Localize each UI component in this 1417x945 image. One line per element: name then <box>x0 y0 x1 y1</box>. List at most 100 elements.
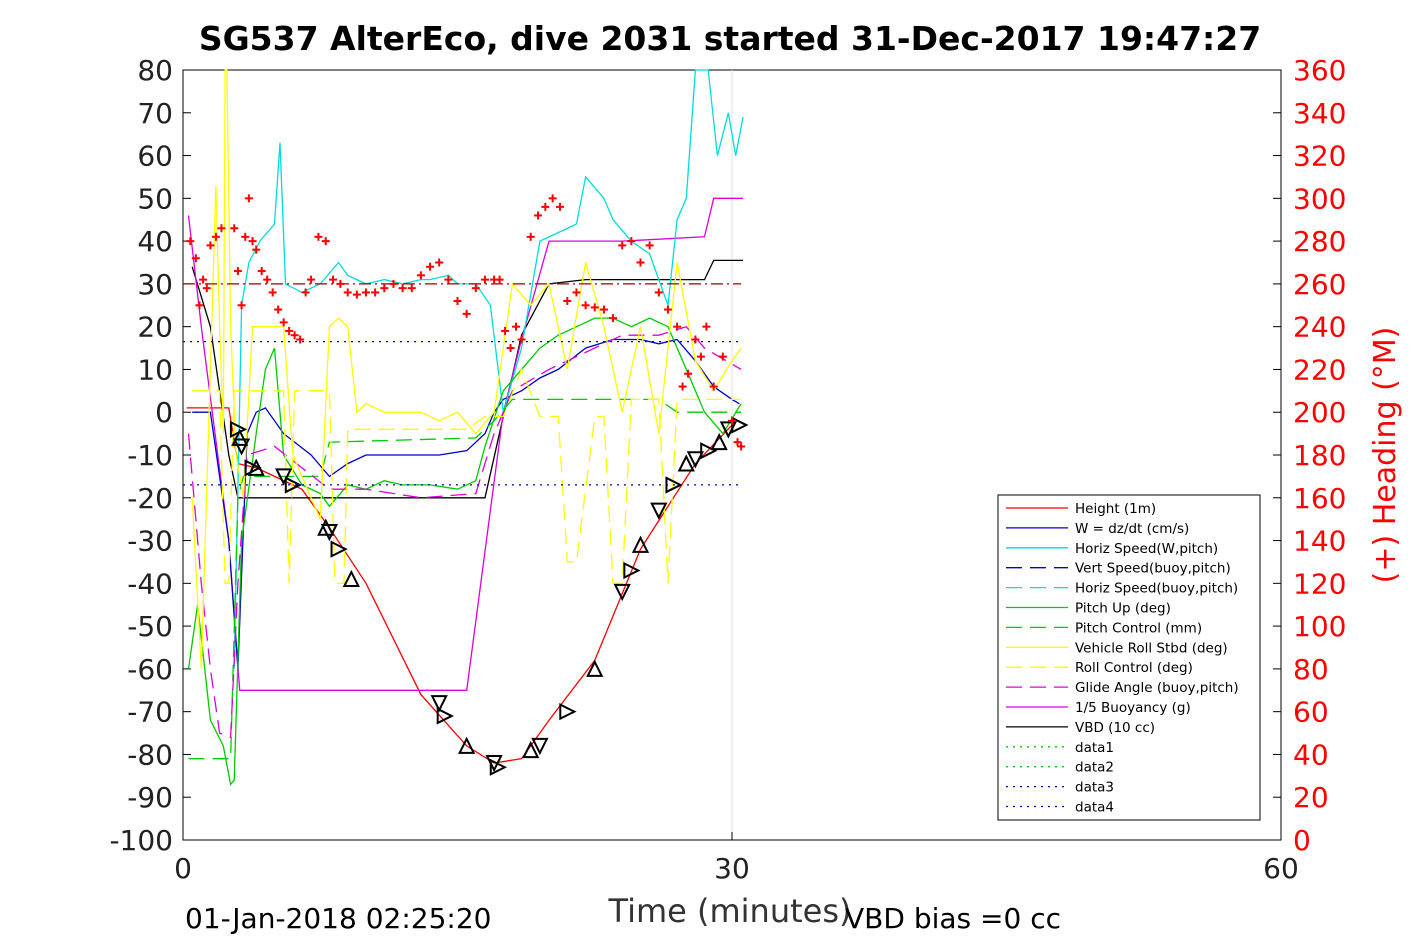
legend-label: VBD (10 cc) <box>1075 720 1155 736</box>
right-tick-label: 360 <box>1293 54 1346 87</box>
heading-marker <box>336 279 345 288</box>
depth-marker <box>244 459 262 477</box>
heading-marker <box>517 335 526 344</box>
heading-marker <box>285 326 294 335</box>
x-tick-label: 60 <box>1263 852 1299 885</box>
x-tick-label: 30 <box>714 852 750 885</box>
heading-marker <box>290 331 299 340</box>
depth-marker <box>284 476 303 494</box>
legend-label: Glide Angle (buoy,pitch) <box>1075 680 1239 696</box>
series-pitch-control-mm <box>188 398 742 760</box>
heading-marker <box>709 382 718 391</box>
heading-marker <box>548 194 557 203</box>
depth-marker <box>330 540 348 558</box>
right-axis-label: (+) Heading (°M) <box>1368 327 1403 584</box>
heading-marker <box>684 369 693 378</box>
series-w-dz-dt-cm-s <box>192 338 740 669</box>
heading-marker <box>217 224 226 233</box>
depth-marker <box>458 736 476 754</box>
depth-marker <box>275 468 293 486</box>
heading-marker <box>718 352 727 361</box>
left-tick-label: 30 <box>137 268 173 301</box>
series-vehicle-roll-stbd-deg <box>191 69 742 669</box>
heading-marker <box>627 237 636 246</box>
legend-label: 1/5 Buoyancy (g) <box>1075 700 1191 716</box>
right-tick-label: 260 <box>1293 268 1346 301</box>
series-glide-angle-buoy-pitch <box>187 325 742 739</box>
depth-marker <box>247 458 265 476</box>
heading-marker <box>252 245 261 254</box>
heading-marker <box>673 322 682 331</box>
heading-marker <box>426 262 435 271</box>
heading-marker <box>186 237 195 246</box>
legend-label: data4 <box>1075 800 1114 816</box>
heading-marker <box>211 232 220 241</box>
heading-marker <box>329 275 338 284</box>
heading-marker <box>362 288 370 297</box>
left-tick-label: -50 <box>127 610 173 643</box>
x-tick-label: 0 <box>174 852 192 885</box>
depth-marker <box>342 569 360 588</box>
heading-marker <box>618 241 627 250</box>
left-tick-label: 10 <box>137 353 173 386</box>
heading-marker <box>512 322 521 331</box>
heading-marker <box>691 335 700 344</box>
left-tick-label: 40 <box>137 225 173 258</box>
left-tick-label: -30 <box>127 525 173 558</box>
right-tick-label: 0 <box>1293 824 1311 857</box>
right-tick-label: 120 <box>1293 567 1346 600</box>
heading-marker <box>702 322 711 331</box>
heading-marker <box>416 271 425 280</box>
right-tick-label: 60 <box>1293 696 1329 729</box>
heading-markers-layer <box>186 194 746 451</box>
left-tick-label: -10 <box>127 439 173 472</box>
heading-marker <box>237 301 246 310</box>
heading-marker <box>398 284 407 293</box>
right-tick-label: 160 <box>1293 482 1346 515</box>
legend-label: data3 <box>1075 780 1114 796</box>
depth-marker <box>613 583 631 602</box>
x-axis: 0 30 60 <box>174 832 1299 885</box>
heading-marker <box>435 258 444 267</box>
heading-marker <box>248 237 257 246</box>
heading-marker <box>307 275 316 284</box>
heading-marker <box>321 237 330 246</box>
left-tick-label: -20 <box>127 482 173 515</box>
legend-label: Pitch Control (mm) <box>1075 620 1202 636</box>
heading-marker <box>590 303 599 312</box>
chart-title: SG537 AlterEco, dive 2031 started 31-Dec… <box>199 19 1261 58</box>
left-tick-label: -80 <box>127 738 173 771</box>
heading-marker <box>206 241 215 250</box>
heading-marker <box>407 284 416 293</box>
heading-marker <box>737 442 746 451</box>
left-tick-label: -90 <box>127 781 173 814</box>
legend: Height (1m) W = dz/dt (cm/s) Horiz Speed(W… <box>997 494 1261 821</box>
depth-marker <box>650 502 668 520</box>
depth-marker <box>631 535 650 553</box>
heading-marker <box>645 241 654 250</box>
heading-marker <box>244 194 253 203</box>
right-tick-label: 80 <box>1293 653 1329 686</box>
heading-marker <box>563 297 572 305</box>
heading-marker <box>599 305 608 314</box>
right-tick-label: 280 <box>1293 225 1346 258</box>
heading-marker <box>199 275 208 284</box>
heading-marker <box>296 335 305 344</box>
heading-marker <box>279 318 288 327</box>
heading-marker <box>572 288 581 297</box>
depth-marker <box>731 416 749 434</box>
depth-marker <box>710 432 728 451</box>
vbd-bias-label: VBD bias =0 cc <box>845 902 1061 935</box>
heading-marker <box>230 224 239 233</box>
heading-marker <box>202 284 211 293</box>
series-height-1m <box>186 407 733 764</box>
heading-marker <box>195 301 204 310</box>
left-tick-label: 60 <box>137 140 173 173</box>
heading-marker <box>444 275 453 284</box>
heading-marker <box>191 254 200 263</box>
left-tick-label: 80 <box>137 54 173 87</box>
heading-marker <box>495 275 504 284</box>
heading-marker <box>636 258 645 267</box>
depth-marker <box>320 524 339 542</box>
